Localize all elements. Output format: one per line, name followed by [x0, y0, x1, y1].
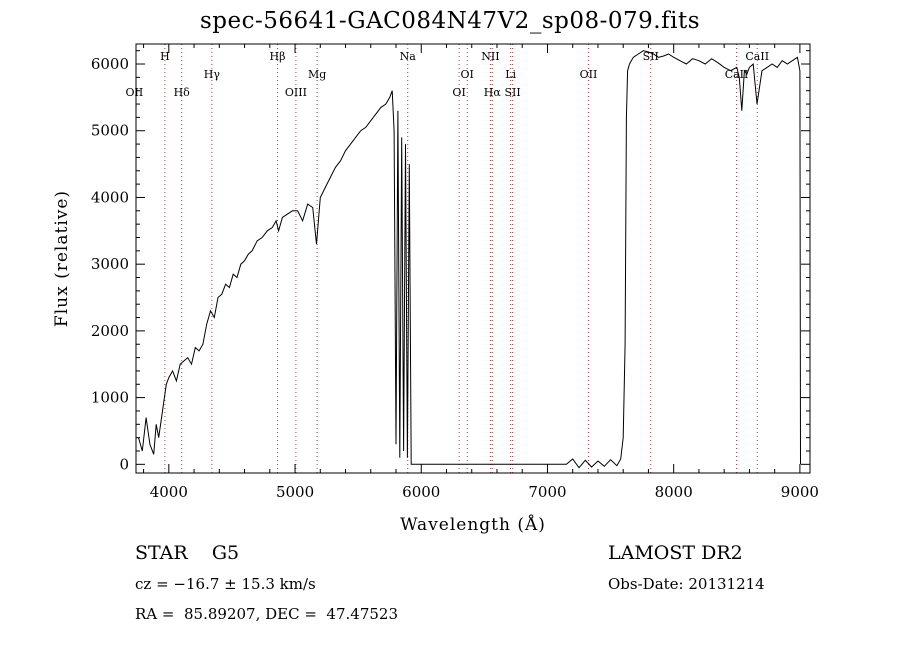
- line-label-Na: Na: [400, 50, 417, 63]
- y-tick-label: 0: [119, 455, 129, 473]
- line-label-SII: SII: [505, 86, 521, 99]
- x-axis: 4000 5000 6000 7000 8000 9000: [143, 44, 819, 501]
- line-label-OII: OII: [125, 86, 143, 99]
- line-label-Hβ: Hβ: [270, 50, 286, 63]
- y-tick-label: 3000: [91, 255, 129, 273]
- spectrum-line: [138, 50, 801, 469]
- line-label-OIII: OIII: [285, 86, 307, 99]
- plot-frame: [135, 43, 811, 474]
- line-label-H: H: [160, 50, 170, 63]
- y-tick-label: 1000: [91, 389, 129, 407]
- line-label-NII: NII: [481, 50, 499, 63]
- x-tick-label: 9000: [781, 483, 819, 501]
- x-tick-label: 6000: [402, 483, 440, 501]
- obs-date-label: Obs-Date: 20131214: [608, 575, 765, 593]
- x-tick-label: 5000: [276, 483, 314, 501]
- y-tick-label: 5000: [91, 122, 129, 140]
- line-label-Hγ: Hγ: [204, 68, 221, 81]
- line-label-OI: OI: [452, 86, 465, 99]
- y-axis-label: Flux (relative): [52, 190, 72, 327]
- line-label-OI: OI: [461, 68, 474, 81]
- spectral-line-markers: [164, 44, 758, 473]
- x-axis-label: Wavelength (Å): [400, 514, 546, 535]
- line-label-CaII: CaII: [745, 50, 769, 63]
- line-label-SII: SII: [643, 50, 659, 63]
- subclass-label: G5: [211, 542, 240, 564]
- x-tick-label: 8000: [655, 483, 693, 501]
- y-tick-label: 2000: [91, 322, 129, 340]
- line-label-Li: Li: [505, 68, 516, 81]
- x-tick-label: 7000: [528, 483, 566, 501]
- x-tick-label: 4000: [150, 483, 188, 501]
- line-label-CaII: CaII: [725, 68, 749, 81]
- redshift-label: cz = −16.7 ± 15.3 km/s: [135, 575, 316, 593]
- coordinates-label: RA = 85.89207, DEC = 47.47523: [135, 605, 399, 623]
- y-tick-label: 4000: [91, 188, 129, 206]
- line-label-Hα: Hα: [484, 86, 502, 99]
- y-axis: 0 1000 2000 3000 4000 5000 6000: [91, 50, 810, 473]
- object-class: STAR G5: [135, 542, 239, 564]
- line-label-Mg: Mg: [308, 68, 326, 81]
- survey-label: LAMOST DR2: [608, 542, 743, 564]
- class-label: STAR: [135, 542, 188, 564]
- line-label-Hδ: Hδ: [174, 86, 191, 99]
- y-tick-label: 6000: [91, 55, 129, 73]
- line-label-OII: OII: [580, 68, 598, 81]
- chart-title: spec-56641-GAC084N47V2_sp08-079.fits: [199, 8, 701, 34]
